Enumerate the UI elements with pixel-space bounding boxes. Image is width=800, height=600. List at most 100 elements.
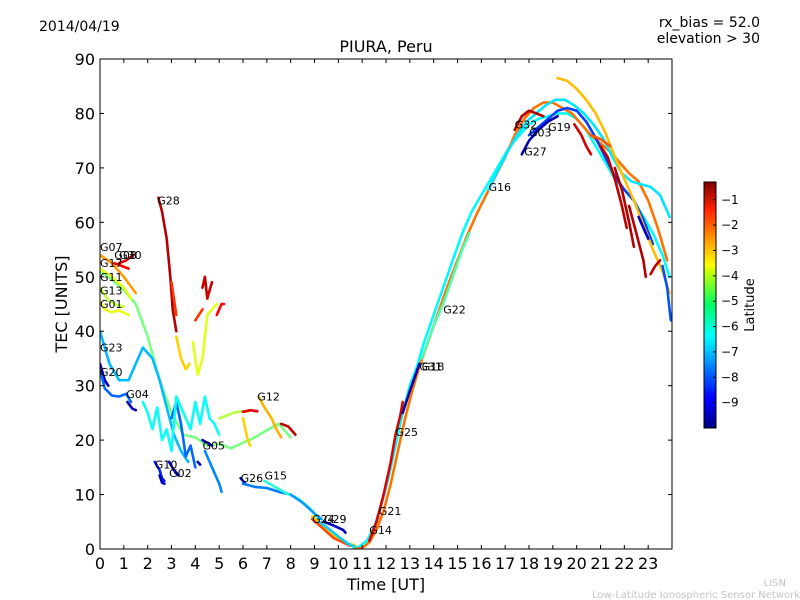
series-line-g29b bbox=[318, 520, 357, 549]
satellite-label: G20 bbox=[100, 366, 123, 379]
series-line-g02 bbox=[167, 460, 180, 477]
satellite-label: G25 bbox=[396, 426, 419, 439]
colorbar-tick-label: −2 bbox=[721, 218, 739, 232]
colorbar-tick-label: −3 bbox=[721, 243, 739, 257]
x-tick-label: 7 bbox=[262, 554, 272, 573]
series-line-g19 bbox=[556, 76, 671, 295]
satellite-label: G29 bbox=[324, 513, 347, 526]
series-line-g04b bbox=[126, 400, 138, 412]
series-line-g27 bbox=[520, 114, 559, 156]
x-tick-label: 0 bbox=[95, 554, 105, 573]
x-tick-label: 19 bbox=[543, 554, 563, 573]
elevation-label: elevation > 30 bbox=[657, 31, 760, 47]
series-line-g25 bbox=[368, 400, 404, 543]
colorbar-tick-label: −6 bbox=[721, 320, 739, 334]
x-tick-label: 4 bbox=[190, 554, 200, 573]
x-tick-label: 2 bbox=[143, 554, 153, 573]
y-tick-label: 80 bbox=[75, 104, 95, 123]
satellite-label: G05 bbox=[203, 440, 226, 453]
y-tick-label: 50 bbox=[75, 268, 95, 287]
colorbar-ticks: −1 −2 −3 −4 −5 −6 −7 −8 −9 bbox=[713, 193, 739, 410]
series-line-g19g bbox=[589, 133, 612, 148]
x-tick-label: 1 bbox=[119, 554, 129, 573]
satellite-label: G17 bbox=[100, 257, 123, 270]
satellite-label: G31 bbox=[419, 361, 442, 374]
colorbar-tick-label: −7 bbox=[721, 345, 739, 359]
satellite-label: G32 bbox=[515, 118, 538, 131]
satellite-label: G10 bbox=[155, 459, 178, 472]
series-line-g14 bbox=[351, 112, 671, 549]
series-line-g05b bbox=[203, 449, 223, 494]
date-label: 2014/04/19 bbox=[39, 19, 120, 35]
series-line-g12b bbox=[279, 422, 297, 436]
x-tick-label: 13 bbox=[400, 554, 420, 573]
colorbar-tick-label: −4 bbox=[721, 269, 739, 283]
colorbar-tick-label: −8 bbox=[721, 370, 739, 384]
satellite-label: G01 bbox=[100, 298, 123, 311]
x-tick-label: 16 bbox=[471, 554, 491, 573]
series-line-g20 bbox=[100, 362, 110, 387]
series-line-g28c bbox=[175, 335, 191, 371]
series-line-g19c bbox=[599, 144, 628, 230]
satellite-label: G03 bbox=[529, 127, 552, 140]
footer-lisn: LISN bbox=[764, 578, 786, 589]
y-tick-label: 20 bbox=[75, 431, 95, 450]
satellite-label: G27 bbox=[524, 146, 547, 159]
x-tick-label: 5 bbox=[214, 554, 224, 573]
y-tick-label: 0 bbox=[85, 540, 95, 559]
series-line-g10b bbox=[158, 474, 166, 485]
satellite-label: G30 bbox=[119, 249, 142, 262]
satellite-label: G21 bbox=[379, 505, 402, 518]
satellite-label: G14 bbox=[369, 524, 392, 537]
series-line-g17 bbox=[100, 267, 133, 300]
x-tick-label: 22 bbox=[614, 554, 634, 573]
chart-title: PIURA, Peru bbox=[339, 37, 432, 56]
x-tick-label: 15 bbox=[447, 554, 467, 573]
satellite-label: G12 bbox=[257, 391, 280, 404]
x-tick-label: 3 bbox=[166, 554, 176, 573]
x-tick-label: 21 bbox=[590, 554, 610, 573]
series-line-gxn bbox=[289, 493, 323, 521]
x-tick-label: 9 bbox=[309, 554, 319, 573]
series-line-g28 bbox=[157, 196, 178, 333]
x-tick-label: 20 bbox=[566, 554, 586, 573]
satellite-label: G16 bbox=[489, 181, 512, 194]
y-tick-label: 40 bbox=[75, 322, 95, 341]
series-line-g19e bbox=[627, 204, 648, 279]
satellite-label: G04 bbox=[126, 388, 149, 401]
series-line-gx5 bbox=[215, 302, 226, 317]
x-tick-label: 10 bbox=[328, 554, 348, 573]
x-tick-label: 8 bbox=[286, 554, 296, 573]
colorbar-label: Latitude bbox=[743, 278, 758, 332]
series-line-g19f bbox=[649, 259, 662, 276]
series-line-g28b bbox=[170, 280, 178, 317]
satellite-label: G26 bbox=[241, 472, 264, 485]
series-line-g19i bbox=[661, 264, 672, 322]
satellite-label: G15 bbox=[265, 470, 288, 483]
y-tick-label: 60 bbox=[75, 213, 95, 232]
series-line-g12c bbox=[241, 417, 252, 447]
colorbar-tick-label: −5 bbox=[721, 294, 739, 308]
series-line-g26 bbox=[239, 476, 247, 485]
series-line-g08 bbox=[113, 261, 130, 270]
y-axis-label: TEC [UNITS] bbox=[52, 256, 71, 354]
y-tick-label: 90 bbox=[75, 50, 95, 69]
y-axis: 0 10 20 30 40 50 60 70 80 90 bbox=[75, 50, 672, 559]
series-line-gx2 bbox=[191, 302, 219, 377]
series-line-g19h bbox=[637, 215, 650, 240]
y-tick-label: 30 bbox=[75, 377, 95, 396]
colorbar-tick-label: −9 bbox=[721, 396, 739, 410]
colorbar bbox=[703, 181, 717, 429]
series-line-g29 bbox=[322, 520, 347, 534]
series-line-g19b bbox=[573, 123, 593, 156]
series-line-g07 bbox=[100, 253, 138, 295]
footer-network: Low-Latitude Ionospheric Sensor Network bbox=[592, 590, 800, 600]
x-axis-label: Time [UT] bbox=[346, 575, 425, 594]
y-tick-label: 10 bbox=[75, 486, 95, 505]
series-line-g23 bbox=[100, 329, 190, 464]
x-tick-label: 14 bbox=[423, 554, 443, 573]
satellite-label: G22 bbox=[443, 303, 466, 316]
series-line-g12 bbox=[257, 395, 283, 439]
